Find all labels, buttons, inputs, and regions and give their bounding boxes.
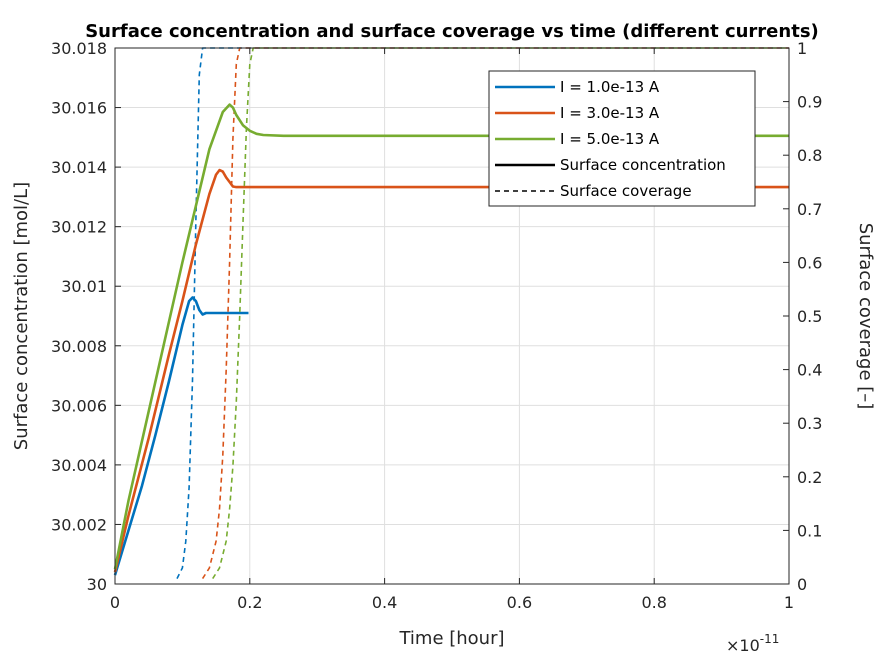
axis-ticks: 0 0.2 0.4 0.6 0.8 1 30 30.002 30.004 30.006 30.008…	[51, 39, 822, 612]
x-tick-label: 0.8	[641, 593, 666, 612]
y-left-tick-label: 30.01	[61, 277, 107, 296]
series-line-concentration-4	[113, 103, 789, 570]
legend: I = 1.0e-13 A I = 3.0e-13 A I = 5.0e-13 A S…	[488, 70, 756, 207]
y-right-tick-label: 0	[797, 575, 807, 594]
legend-label: I = 3.0e-13 A	[560, 104, 660, 122]
y-right-tick-label: 1	[797, 39, 807, 58]
y-left-tick-label: 30.014	[51, 158, 107, 177]
x-tick-label: 0	[110, 593, 120, 612]
series-line-coverage-3	[201, 47, 789, 580]
series-line-concentration-2	[113, 168, 789, 573]
y-axis-right-label: Surface coverage [–]	[855, 223, 875, 410]
x-axis-label: Time [hour]	[398, 628, 504, 649]
legend-label: I = 1.0e-13 A	[560, 78, 660, 96]
y-left-tick-label: 30.004	[51, 456, 107, 475]
y-right-tick-label: 0.7	[797, 200, 822, 219]
y-left-tick-label: 30.002	[51, 515, 107, 534]
x-tick-label: 0.4	[372, 593, 397, 612]
y-right-tick-label: 0.6	[797, 253, 822, 272]
x-axis-exponent-base: ×10	[726, 636, 760, 655]
legend-label: Surface concentration	[560, 156, 726, 174]
y-right-tick-label: 0.1	[797, 521, 822, 540]
x-tick-label: 1	[784, 593, 794, 612]
y-right-tick-label: 0.8	[797, 146, 822, 165]
x-tick-label: 0.2	[237, 593, 262, 612]
x-axis-exponent-power: -11	[760, 632, 780, 646]
y-right-tick-label: 0.3	[797, 414, 822, 433]
y-left-tick-label: 30.018	[51, 39, 107, 58]
y-right-tick-label: 0.5	[797, 307, 822, 326]
y-left-tick-label: 30.016	[51, 99, 107, 118]
y-left-tick-label: 30	[87, 575, 107, 594]
x-axis-exponent: ×10-11	[726, 632, 779, 655]
y-left-tick-label: 30.012	[51, 218, 107, 237]
plot-series	[113, 47, 789, 580]
y-right-tick-label: 0.4	[797, 361, 822, 380]
series-line-concentration-0	[113, 296, 249, 576]
y-right-tick-label: 0.2	[797, 468, 822, 487]
chart-title: Surface concentration and surface covera…	[85, 21, 819, 42]
legend-label: I = 5.0e-13 A	[560, 130, 660, 148]
x-tick-label: 0.6	[507, 593, 532, 612]
y-right-tick-label: 0.9	[797, 93, 822, 112]
series-line-coverage-1	[176, 47, 789, 579]
legend-label: Surface coverage	[560, 182, 692, 200]
y-axis-left-label: Surface concentration [mol/L]	[11, 182, 32, 450]
y-left-tick-label: 30.008	[51, 337, 107, 356]
y-left-tick-label: 30.006	[51, 396, 107, 415]
